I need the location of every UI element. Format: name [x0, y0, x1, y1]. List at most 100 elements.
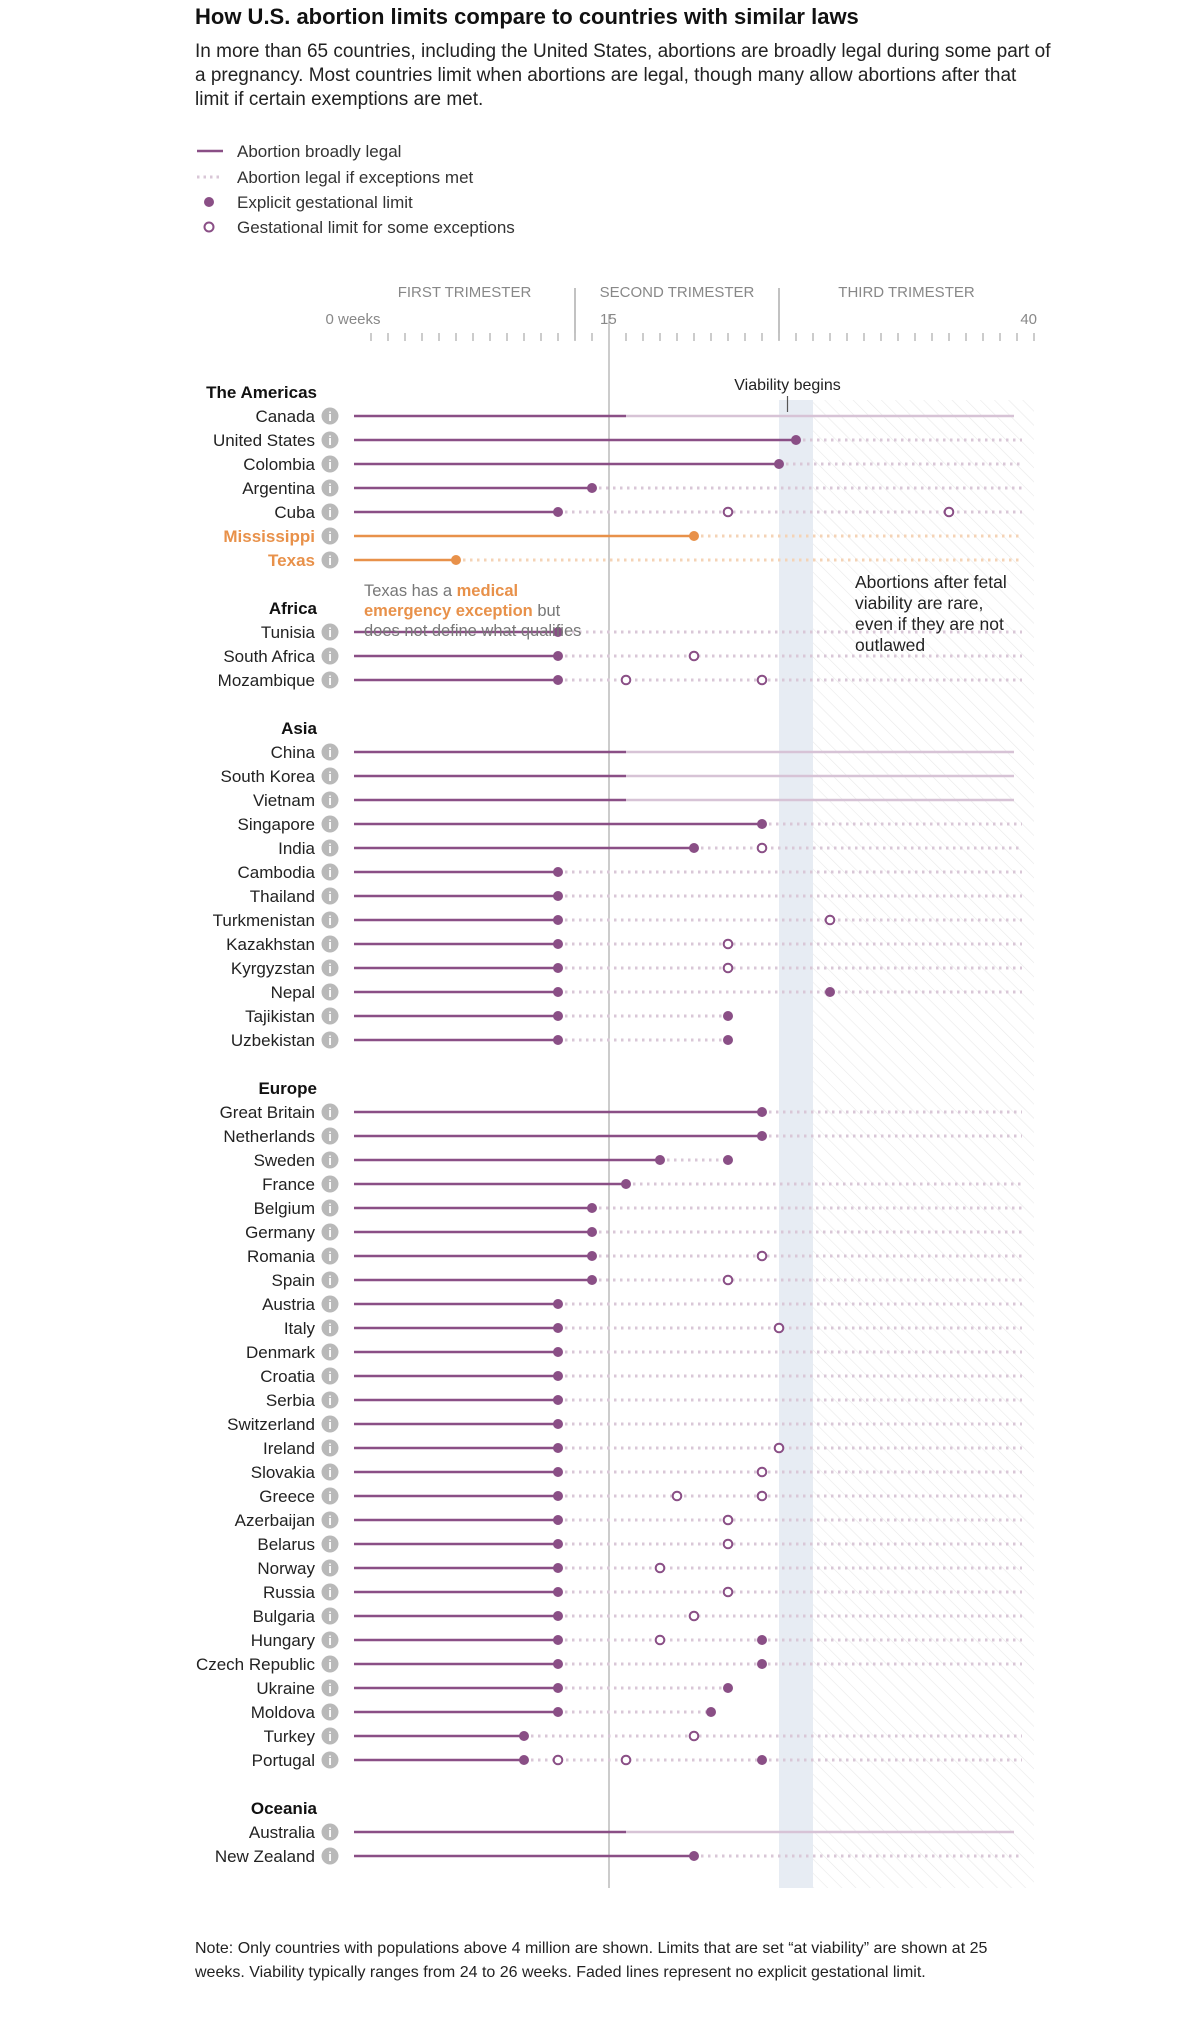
info-icon-glyph: i	[328, 1321, 332, 1336]
info-icon-glyph: i	[328, 937, 332, 952]
row-label: Moldova	[251, 1703, 316, 1722]
info-icon	[321, 791, 339, 809]
info-icon-glyph: i	[328, 817, 332, 832]
second-limit-dot	[723, 1155, 733, 1165]
texas-note-text: Texas has a	[364, 582, 457, 600]
open-dot-icon	[203, 221, 215, 233]
row-label: Vietnam	[253, 791, 315, 810]
exception-dot	[756, 1490, 768, 1502]
limit-dot	[519, 1731, 529, 1741]
info-icon	[321, 743, 339, 761]
info-icon-glyph: i	[328, 1609, 332, 1624]
info-icon-glyph: i	[328, 1585, 332, 1600]
info-icon	[321, 1199, 339, 1217]
limit-dot	[689, 1851, 699, 1861]
info-icon-glyph: i	[328, 553, 332, 568]
texas-note-highlight: emergency exception	[364, 602, 533, 620]
info-icon-glyph: i	[328, 1681, 332, 1696]
info-icon	[321, 623, 339, 641]
row-label: Colombia	[243, 455, 315, 474]
info-icon-glyph: i	[328, 889, 332, 904]
limit-dot	[553, 891, 563, 901]
row-label: Czech Republic	[196, 1655, 316, 1674]
limit-dot	[553, 627, 563, 637]
legend-item-exceptions: Abortion legal if exceptions met	[195, 166, 695, 188]
legend-item-broadly-legal: Abortion broadly legal	[195, 140, 695, 162]
second-limit-dot	[825, 987, 835, 997]
info-icon	[321, 1583, 339, 1601]
trimester-label: FIRST TRIMESTER	[398, 284, 532, 301]
info-icon-glyph: i	[328, 433, 332, 448]
limit-dot	[621, 1179, 631, 1189]
row-label: Uzbekistan	[231, 1031, 315, 1050]
row-label: Netherlands	[223, 1127, 315, 1146]
info-icon	[321, 1415, 339, 1433]
info-icon	[321, 1463, 339, 1481]
info-icon	[321, 551, 339, 569]
info-icon-glyph: i	[328, 1129, 332, 1144]
info-icon	[321, 1391, 339, 1409]
info-icon	[321, 1031, 339, 1049]
row-label: Norway	[257, 1559, 315, 1578]
info-icon-glyph: i	[328, 1705, 332, 1720]
info-icon	[321, 647, 339, 665]
limit-dot	[553, 1587, 563, 1597]
info-icon	[321, 1487, 339, 1505]
row-label: Russia	[263, 1583, 316, 1602]
info-icon-glyph: i	[328, 409, 332, 424]
exception-dot	[756, 674, 768, 686]
limit-dot	[553, 867, 563, 877]
info-icon-glyph: i	[328, 769, 332, 784]
limit-dot	[587, 1227, 597, 1237]
row-label: Cuba	[274, 503, 315, 522]
info-icon	[321, 935, 339, 953]
row-label: Kazakhstan	[226, 935, 315, 954]
second-limit-dot	[723, 1011, 733, 1021]
chart-subtitle: In more than 65 countries, including the…	[195, 41, 1051, 110]
info-icon	[321, 1223, 339, 1241]
trimester-label: SECOND TRIMESTER	[600, 284, 755, 301]
info-icon-glyph: i	[328, 1513, 332, 1528]
info-icon	[321, 1847, 339, 1865]
legend: Abortion broadly legal Abortion legal if…	[195, 140, 695, 250]
limit-dot	[553, 651, 563, 661]
rare-note-line: Abortions after fetal	[855, 572, 1007, 592]
row-label: Serbia	[266, 1391, 316, 1410]
row-label: Nepal	[271, 983, 315, 1002]
info-icon	[321, 1367, 339, 1385]
group-header: Oceania	[251, 1799, 318, 1818]
limit-dot	[553, 1443, 563, 1453]
limit-dot	[451, 555, 461, 565]
info-icon-glyph: i	[328, 1273, 332, 1288]
limit-dot	[689, 843, 699, 853]
info-icon	[321, 1295, 339, 1313]
exception-dot	[722, 1274, 734, 1286]
tick-label: 15	[600, 311, 617, 328]
texas-note-line: Texas has a medical	[364, 582, 518, 600]
exception-dot	[722, 1514, 734, 1526]
legend-label: Abortion broadly legal	[237, 142, 402, 161]
limit-dot	[553, 1683, 563, 1693]
info-icon	[321, 1439, 339, 1457]
limit-dot	[553, 1011, 563, 1021]
info-icon	[321, 1343, 339, 1361]
info-icon-glyph: i	[328, 1297, 332, 1312]
texas-note-text: but	[533, 602, 561, 620]
row-label: South Korea	[220, 767, 315, 786]
second-limit-dot	[757, 1755, 767, 1765]
chart-note: Note: Only countries with populations ab…	[195, 1940, 988, 1981]
info-icon	[321, 1727, 339, 1745]
row-label: Portugal	[252, 1751, 315, 1770]
limit-dot	[587, 1275, 597, 1285]
info-icon	[321, 863, 339, 881]
row-label: Great Britain	[220, 1103, 315, 1122]
rare-note-line: even if they are not	[855, 614, 1004, 634]
info-icon	[321, 983, 339, 1001]
info-icon-glyph: i	[328, 481, 332, 496]
info-icon-glyph: i	[328, 1849, 332, 1864]
info-icon	[321, 527, 339, 545]
row-label: Tajikistan	[245, 1007, 315, 1026]
row-label: Tunisia	[261, 623, 316, 642]
limit-dot	[791, 435, 801, 445]
legend-label: Gestational limit for some exceptions	[237, 218, 515, 237]
